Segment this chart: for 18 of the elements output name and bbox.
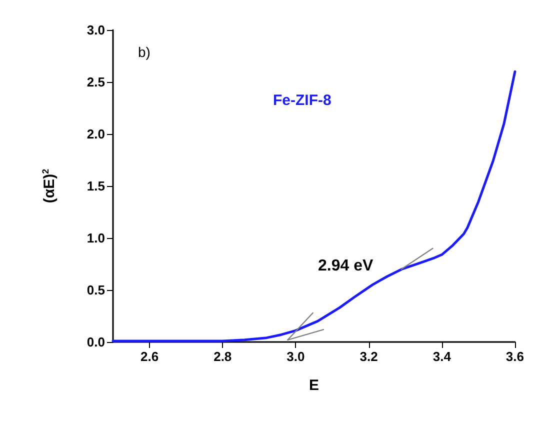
y-tick-label: 1.5 — [86, 178, 105, 194]
x-tick-label: 3.0 — [286, 349, 305, 364]
x-tick-label: 3.2 — [360, 349, 378, 364]
x-tick-label: 2.8 — [214, 349, 232, 364]
text: Fe-ZIF-8 — [273, 92, 332, 109]
x-tick-label: 3.4 — [432, 349, 452, 364]
y-tick-label: 2.5 — [86, 74, 105, 90]
y-tick-label: 2.0 — [86, 126, 105, 142]
y-tick-label: 0.0 — [86, 334, 105, 350]
y-tick-label: 3.0 — [86, 22, 105, 38]
x-tick-label: 3.6 — [506, 349, 524, 364]
y-axis-title: (αE)2 — [40, 168, 58, 204]
x-tick-label: 2.6 — [140, 349, 159, 364]
annotation: b) — [138, 44, 150, 60]
y-tick-label: 0.5 — [86, 282, 105, 298]
x-axis-title: E — [308, 377, 319, 394]
annotation: 2.94 eV — [318, 258, 374, 274]
y-tick-label: 1.0 — [86, 230, 105, 246]
